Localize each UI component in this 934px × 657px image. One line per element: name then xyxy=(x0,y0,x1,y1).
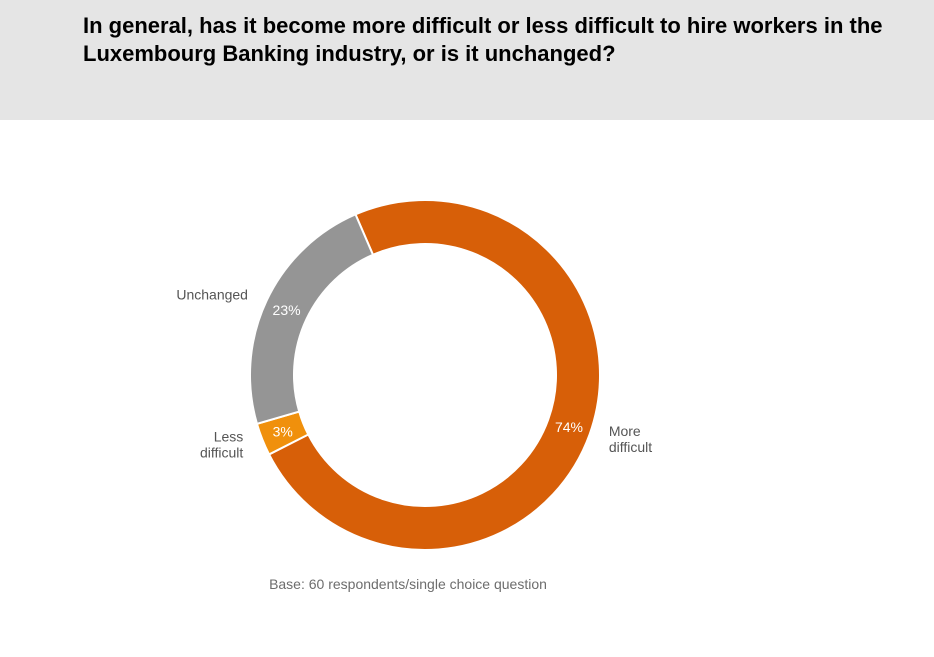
header-band: In general, has it become more difficult… xyxy=(0,0,934,120)
value-label-more-difficult: 74% xyxy=(555,419,583,435)
value-label-unchanged: 23% xyxy=(273,302,301,318)
donut-chart: 74% More difficult 3% Less difficult 23% Unchan… xyxy=(0,120,934,652)
slice-more-difficult xyxy=(267,199,601,551)
question-title: In general, has it become more difficult… xyxy=(83,13,883,66)
value-label-less-difficult: 3% xyxy=(273,423,293,439)
category-label-unchanged: Unchanged xyxy=(176,287,248,303)
category-label-less-difficult: Less difficult xyxy=(200,429,243,461)
donut-chart-svg: 74% More difficult 3% Less difficult 23% Unchan… xyxy=(176,199,652,551)
category-label-more-difficult: More difficult xyxy=(609,423,652,455)
base-footnote: Base: 60 respondents/single choice quest… xyxy=(269,576,547,592)
slice-unchanged xyxy=(249,213,375,426)
